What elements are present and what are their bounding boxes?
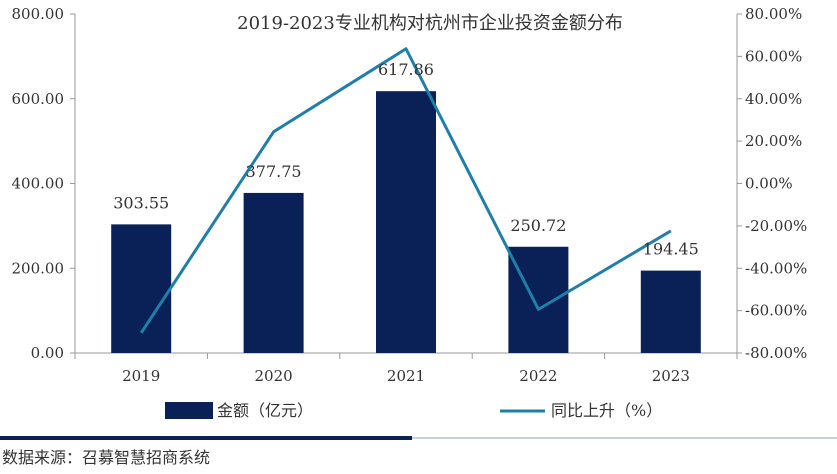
source-note: 数据来源：召募智慧招商系统 <box>2 448 210 467</box>
footer-rule-light <box>412 437 837 439</box>
bar-series <box>111 91 701 353</box>
x-tick-label: 2020 <box>255 367 293 385</box>
x-tick-label: 2019 <box>122 367 160 385</box>
bar-value-label: 303.55 <box>113 193 169 212</box>
y-right-tick-label: 60.00% <box>745 47 802 65</box>
footer: 数据来源：召募智慧招商系统 <box>0 436 837 467</box>
bar <box>641 271 701 353</box>
bar <box>111 224 171 353</box>
y-left-tick-label: 0.00 <box>31 344 64 362</box>
y-right-tick-label: -80.00% <box>745 344 807 362</box>
bar <box>376 91 436 353</box>
x-tick-label: 2022 <box>519 367 557 385</box>
y-right-tick-label: 80.00% <box>745 5 802 23</box>
legend-bar-label: 金额（亿元） <box>217 401 313 420</box>
y-right-tick-label: -60.00% <box>745 302 807 320</box>
bar-value-label: 250.72 <box>510 216 566 235</box>
bar-value-label: 194.45 <box>643 240 699 259</box>
bar-value-label: 377.75 <box>246 162 302 181</box>
legend-bar-swatch <box>165 402 213 419</box>
legend: 金额（亿元） 同比上升（%） <box>165 401 662 420</box>
footer-rule <box>0 436 412 440</box>
x-tick-label: 2021 <box>387 367 425 385</box>
y-left-tick-label: 800.00 <box>12 5 65 23</box>
y-right-tick-label: -20.00% <box>745 217 807 235</box>
legend-line-label: 同比上升（%） <box>551 401 662 420</box>
x-tick-label: 2023 <box>652 367 690 385</box>
y-right-tick-label: -40.00% <box>745 259 807 277</box>
y-left-tick-label: 400.00 <box>12 175 65 193</box>
y-left-tick-label: 600.00 <box>12 90 65 108</box>
bar <box>508 247 568 353</box>
bar-value-label: 617.86 <box>378 60 434 79</box>
y-right-tick-label: 0.00% <box>745 175 793 193</box>
chart-title: 2019-2023专业机构对杭州市企业投资金额分布 <box>237 13 623 34</box>
y-right-tick-label: 20.00% <box>745 132 802 150</box>
y-right-tick-label: 40.00% <box>745 90 802 108</box>
y-left-tick-label: 200.00 <box>12 259 65 277</box>
bar <box>244 193 304 353</box>
